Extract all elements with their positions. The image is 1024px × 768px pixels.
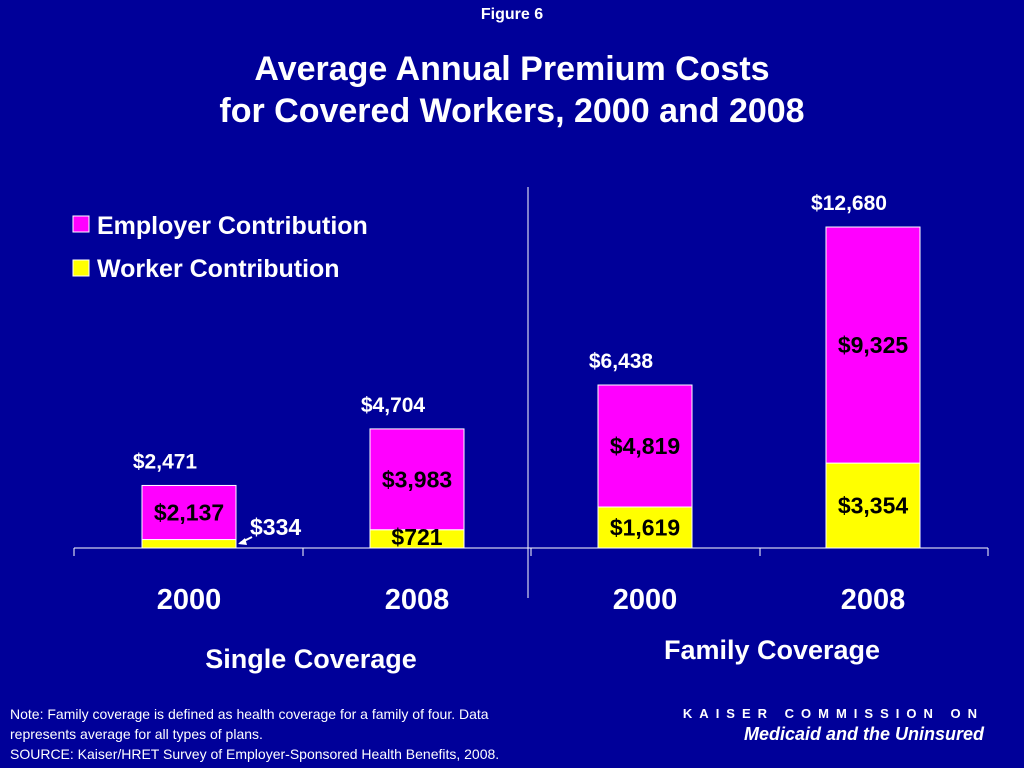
category-label-3: 2008 bbox=[841, 584, 906, 616]
employer-label-3: $9,325 bbox=[838, 332, 909, 358]
bar-employer-3 bbox=[825, 226, 921, 464]
bar-employer-1 bbox=[369, 428, 465, 531]
category-label-1: 2008 bbox=[385, 584, 450, 616]
worker-label-arrowhead bbox=[238, 538, 247, 545]
note-line-1: Note: Family coverage is defined as heal… bbox=[10, 706, 489, 722]
footnote: Note: Family coverage is defined as heal… bbox=[10, 704, 630, 764]
group-label-family: Family Coverage bbox=[664, 635, 880, 665]
bar-worker-0 bbox=[141, 539, 237, 549]
legend-label-employer: Employer Contribution bbox=[97, 212, 368, 240]
total-label-0: $2,471 bbox=[133, 450, 198, 473]
total-label-1: $4,704 bbox=[361, 394, 426, 417]
legend-swatch-employer bbox=[72, 215, 90, 233]
legend-label-worker: Worker Contribution bbox=[97, 255, 340, 283]
legend-swatch-worker bbox=[72, 259, 90, 277]
brand-medicaid: Medicaid and the Uninsured bbox=[743, 724, 984, 744]
bar-worker-3 bbox=[825, 462, 921, 549]
worker-label-2: $1,619 bbox=[610, 515, 680, 541]
bar-employer-0 bbox=[141, 484, 237, 541]
worker-label-1: $721 bbox=[391, 524, 442, 550]
employer-label-1: $3,983 bbox=[382, 466, 452, 492]
source-line: SOURCE: Kaiser/HRET Survey of Employer-S… bbox=[10, 746, 500, 762]
group-label-single: Single Coverage bbox=[205, 644, 417, 674]
worker-label-0: $334 bbox=[250, 514, 301, 540]
bar-employer-2 bbox=[597, 384, 693, 508]
title-line-1: Average Annual Premium Costs bbox=[254, 50, 770, 88]
stacked-bar-chart: $2,471 $2,137 $334 2000 $4,704 $3,983 $721 2008… bbox=[72, 187, 989, 674]
employer-label-2: $4,819 bbox=[610, 433, 680, 459]
figure-label: Figure 6 bbox=[480, 6, 544, 23]
category-label-2: 2000 bbox=[613, 584, 678, 616]
category-label-0: 2000 bbox=[157, 584, 222, 616]
chart-title: Average Annual Premium Costs for Covered… bbox=[0, 48, 1024, 132]
total-label-2: $6,438 bbox=[589, 350, 654, 373]
title-line-2: for Covered Workers, 2000 and 2008 bbox=[219, 92, 805, 130]
note-line-2: represents average for all types of plan… bbox=[10, 726, 263, 742]
brand-kaiser: KAISER COMMISSION ON bbox=[682, 706, 984, 721]
total-label-3: $12,680 bbox=[811, 192, 887, 215]
employer-label-0: $2,137 bbox=[154, 499, 224, 525]
worker-label-3: $3,354 bbox=[838, 493, 909, 519]
bar-worker-2 bbox=[597, 506, 693, 549]
